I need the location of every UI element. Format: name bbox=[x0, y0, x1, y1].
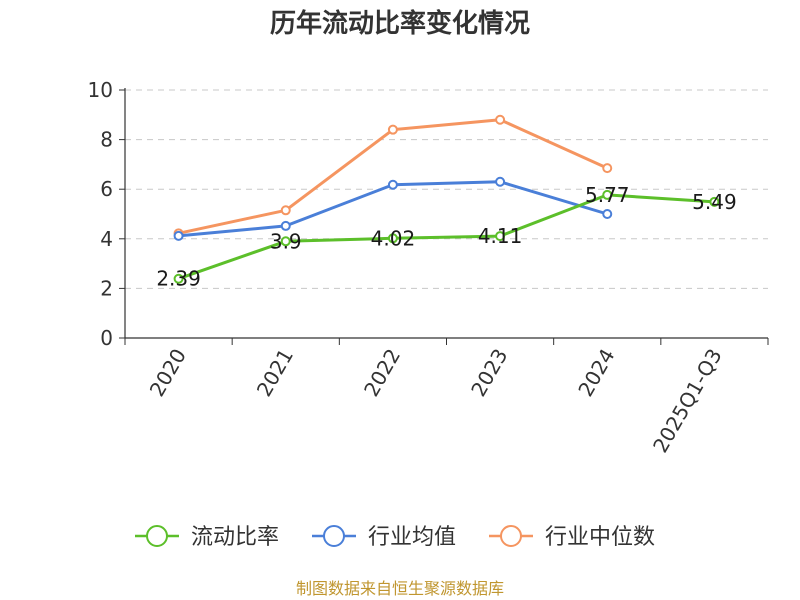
chart-title: 历年流动比率变化情况 bbox=[270, 8, 530, 39]
data-point bbox=[495, 114, 506, 125]
data-labels: 2.39 3.9 4.02 4.11 5.77 5.49 bbox=[156, 183, 736, 291]
data-point bbox=[602, 209, 613, 219]
data-point bbox=[387, 179, 398, 190]
data-point bbox=[495, 176, 506, 187]
data-point bbox=[709, 196, 720, 207]
data-label: 3.9 bbox=[270, 229, 302, 253]
y-tick-label: 8 bbox=[100, 128, 113, 152]
data-point bbox=[280, 205, 291, 216]
legend-marker bbox=[500, 525, 522, 547]
legend-label: 行业均值 bbox=[368, 525, 456, 550]
data-point bbox=[602, 189, 613, 200]
data-point bbox=[280, 236, 291, 247]
series-lines bbox=[173, 114, 720, 284]
data-point bbox=[495, 231, 506, 242]
data-point bbox=[280, 220, 291, 231]
x-tick-label: 2025Q1-Q3 bbox=[648, 345, 727, 457]
series-line bbox=[178, 193, 715, 281]
x-tick-label: 2020 bbox=[145, 345, 191, 401]
x-tick-label: 2024 bbox=[573, 345, 619, 401]
data-label: 5.49 bbox=[692, 190, 737, 214]
data-point bbox=[173, 273, 184, 284]
source-note: 制图数据来自恒生聚源数据库 bbox=[296, 579, 504, 598]
data-label: 4.02 bbox=[371, 226, 416, 250]
data-point bbox=[602, 163, 613, 174]
data-label: 4.11 bbox=[478, 224, 523, 248]
y-tick-label: 0 bbox=[100, 326, 113, 350]
legend-marker bbox=[323, 525, 345, 547]
data-label: 5.77 bbox=[585, 183, 630, 207]
legend-label: 行业中位数 bbox=[545, 525, 655, 550]
y-tick-label: 4 bbox=[100, 227, 113, 251]
legend-label: 流动比率 bbox=[191, 525, 279, 550]
series-line bbox=[178, 118, 608, 235]
x-tick-label: 2023 bbox=[466, 345, 512, 401]
legend: 流动比率 行业均值 行业中位数 bbox=[135, 525, 655, 550]
y-tick-label: 2 bbox=[100, 276, 113, 300]
grid-lines bbox=[125, 89, 768, 289]
legend-marker bbox=[146, 525, 168, 547]
data-point bbox=[387, 233, 398, 244]
x-tick-label: 2022 bbox=[359, 345, 405, 401]
data-label: 2.39 bbox=[156, 267, 201, 291]
data-point bbox=[387, 124, 398, 135]
y-tick-label: 10 bbox=[88, 78, 113, 102]
y-tick-label: 6 bbox=[100, 177, 113, 201]
x-tick-label: 2021 bbox=[252, 345, 298, 401]
data-point bbox=[173, 230, 184, 241]
